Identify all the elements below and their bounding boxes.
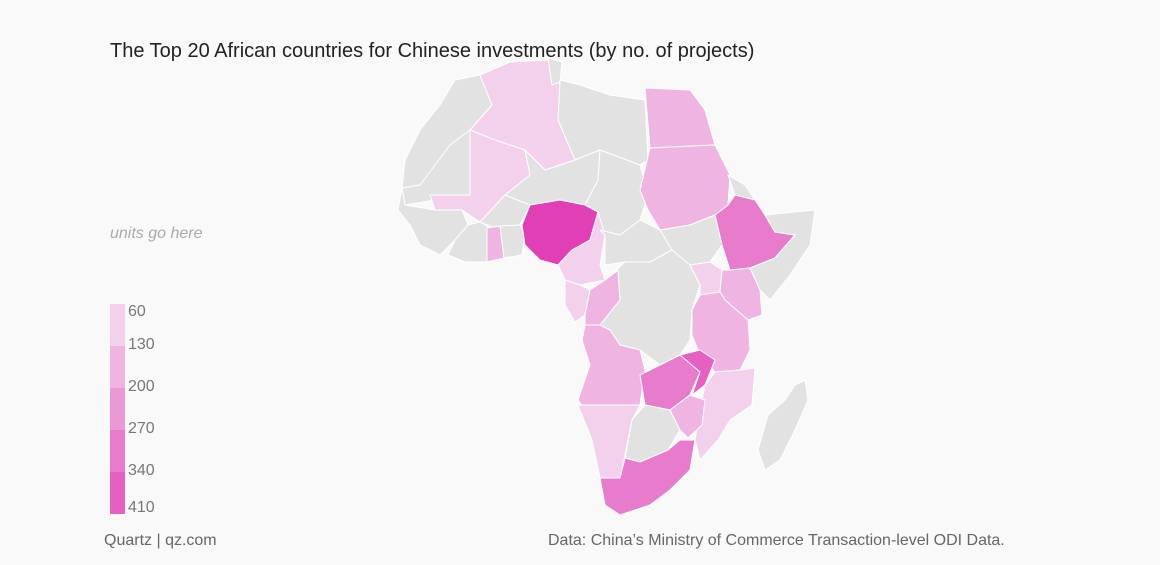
legend-swatch-340 bbox=[110, 472, 125, 514]
legend-swatch-130 bbox=[110, 346, 125, 388]
region-madagascar bbox=[757, 379, 809, 471]
legend-label-200: 200 bbox=[128, 378, 155, 395]
legend-label-410: 410 bbox=[128, 499, 155, 516]
legend-swatch-60 bbox=[110, 304, 125, 346]
legend-label-60: 60 bbox=[128, 303, 146, 320]
region-libya bbox=[557, 79, 649, 166]
legend-swatch-270 bbox=[110, 430, 125, 472]
region-togo-benin bbox=[499, 224, 526, 259]
legend-swatch-200 bbox=[110, 388, 125, 430]
footer-data-note: Data: China’s Ministry of Commerce Trans… bbox=[548, 532, 1005, 549]
footer-source: Quartz | qz.com bbox=[104, 532, 217, 549]
units-note: units go here bbox=[110, 225, 203, 242]
region-south-africa bbox=[599, 439, 696, 516]
region-cameroon bbox=[557, 211, 606, 286]
region-zimbabwe bbox=[669, 394, 706, 439]
legend-label-270: 270 bbox=[128, 420, 155, 437]
region-egypt bbox=[644, 87, 716, 149]
region-namibia bbox=[577, 404, 641, 479]
legend-label-130: 130 bbox=[128, 336, 155, 353]
chart-title: The Top 20 African countries for Chinese… bbox=[110, 40, 755, 62]
color-legend: 60 130 200 270 340 410 bbox=[110, 300, 230, 516]
legend-label-340: 340 bbox=[128, 462, 155, 479]
